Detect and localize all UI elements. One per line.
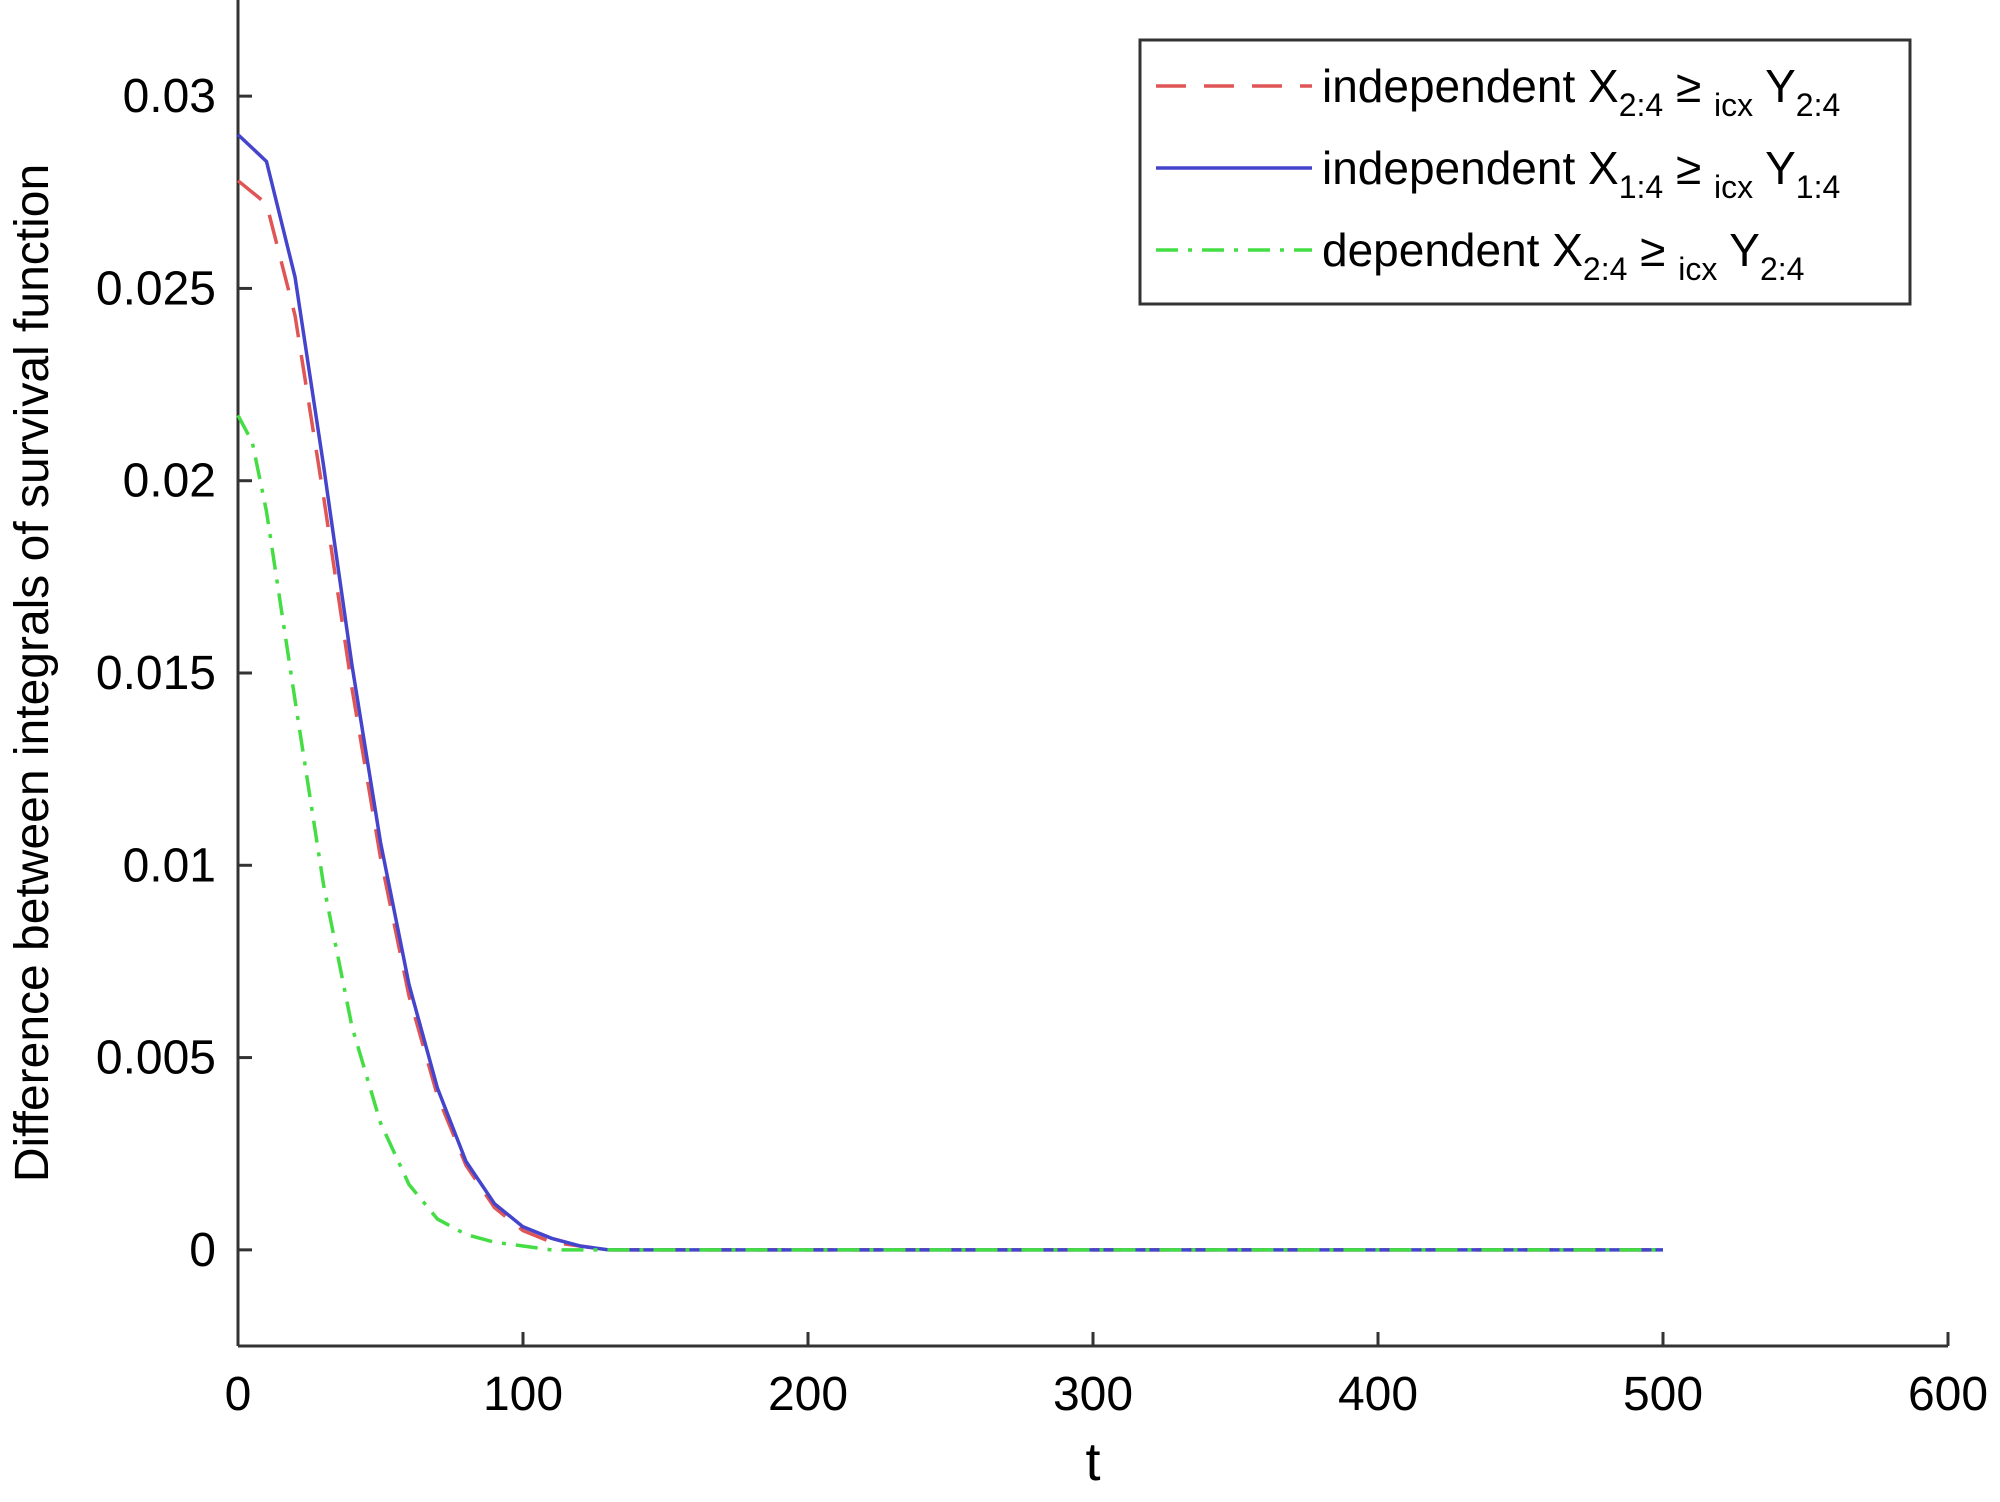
series-group: [236, 133, 1663, 1252]
x-tick-label: 400: [1338, 1368, 1418, 1421]
x-tick-label: 300: [1053, 1368, 1133, 1421]
legend-entry: independent X2:4 ≥ icx Y2:4: [1322, 60, 1840, 123]
y-tick-label: 0: [189, 1224, 216, 1277]
y-tick-label: 0.02: [123, 455, 216, 508]
x-tick-label: 500: [1623, 1368, 1703, 1421]
y-axis-label: Difference between integrals of survival…: [6, 164, 59, 1182]
x-tick-label: 100: [483, 1368, 563, 1421]
legend-box: [1138, 38, 1912, 306]
y-tick-label: 0.025: [96, 262, 216, 315]
y-tick-label: 0.005: [96, 1032, 216, 1085]
legend-entry: dependent X2:4 ≥ icx Y2:4: [1322, 224, 1804, 287]
axes: 0 100 200 300 400 500 600 0 0.005 0.01 0.015 0.02 0.…: [96, 0, 1988, 1421]
x-tick-label: 200: [768, 1368, 848, 1421]
y-tick-label: 0.03: [123, 70, 216, 123]
legend: independent X2:4 ≥ icx Y2:4 independent X…: [1138, 38, 1912, 306]
series-line-1: [236, 179, 1663, 1252]
y-tick-label: 0.01: [123, 839, 216, 892]
series-line-3: [236, 414, 1663, 1252]
x-tick-label: 600: [1908, 1368, 1988, 1421]
series-line-2: [236, 133, 1663, 1252]
x-axis-label: t: [1085, 1432, 1100, 1492]
x-tick-label: 0: [225, 1368, 252, 1421]
y-tick-label: 0.015: [96, 647, 216, 700]
legend-entry: independent X1:4 ≥ icx Y1:4: [1322, 142, 1840, 205]
